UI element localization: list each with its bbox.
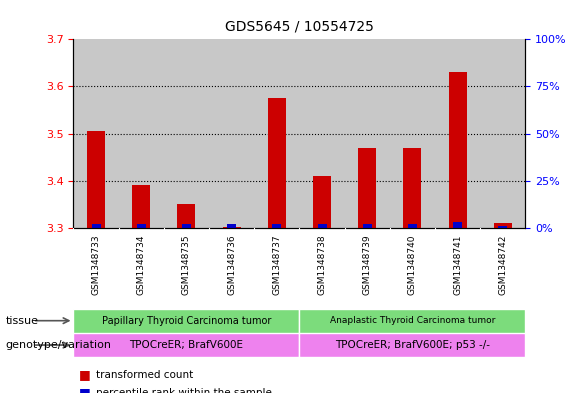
Text: GSM1348735: GSM1348735	[182, 234, 191, 295]
Bar	[73, 309, 299, 333]
Text: GSM1348741: GSM1348741	[453, 234, 462, 295]
Bar	[313, 176, 331, 228]
Bar	[92, 224, 101, 228]
Bar	[137, 224, 146, 228]
Bar	[299, 39, 345, 228]
Bar	[182, 224, 191, 228]
Bar	[299, 333, 525, 357]
Bar	[363, 224, 372, 228]
Text: TPOCreER; BrafV600E: TPOCreER; BrafV600E	[129, 340, 244, 350]
Text: GSM1348742: GSM1348742	[498, 234, 507, 295]
Text: ■: ■	[79, 368, 91, 382]
Bar	[119, 39, 164, 228]
Bar	[449, 72, 467, 228]
Bar	[435, 39, 480, 228]
Bar	[227, 224, 236, 228]
Bar	[453, 222, 462, 228]
Bar	[494, 223, 512, 228]
Text: TPOCreER; BrafV600E; p53 -/-: TPOCreER; BrafV600E; p53 -/-	[335, 340, 490, 350]
Text: transformed count: transformed count	[96, 370, 193, 380]
Bar	[299, 309, 525, 333]
Text: percentile rank within the sample: percentile rank within the sample	[96, 387, 272, 393]
Text: GSM1348739: GSM1348739	[363, 234, 372, 295]
Bar	[132, 185, 150, 228]
Bar	[73, 333, 299, 357]
Bar	[272, 224, 281, 228]
Bar	[403, 148, 421, 228]
Text: GSM1348737: GSM1348737	[272, 234, 281, 295]
Bar	[209, 39, 254, 228]
Bar	[390, 39, 435, 228]
Text: GSM1348738: GSM1348738	[318, 234, 327, 295]
Text: GSM1348740: GSM1348740	[408, 234, 417, 295]
Bar	[268, 98, 286, 228]
Text: Papillary Thyroid Carcinoma tumor: Papillary Thyroid Carcinoma tumor	[102, 316, 271, 326]
Text: genotype/variation: genotype/variation	[6, 340, 112, 350]
Text: GSM1348736: GSM1348736	[227, 234, 236, 295]
Text: GSM1348734: GSM1348734	[137, 234, 146, 295]
Bar	[480, 39, 525, 228]
Bar	[318, 224, 327, 228]
Text: ■: ■	[79, 386, 91, 393]
Bar	[164, 39, 209, 228]
Bar	[254, 39, 299, 228]
Title: GDS5645 / 10554725: GDS5645 / 10554725	[225, 20, 374, 34]
Bar	[177, 204, 195, 228]
Bar	[408, 224, 417, 228]
Text: Anaplastic Thyroid Carcinoma tumor: Anaplastic Thyroid Carcinoma tumor	[330, 316, 495, 325]
Bar	[223, 227, 241, 228]
Bar	[345, 39, 390, 228]
Bar	[358, 148, 376, 228]
Bar	[73, 39, 119, 228]
Bar	[87, 131, 105, 228]
Text: tissue: tissue	[6, 316, 38, 326]
Bar	[498, 226, 507, 228]
Text: GSM1348733: GSM1348733	[92, 234, 101, 295]
